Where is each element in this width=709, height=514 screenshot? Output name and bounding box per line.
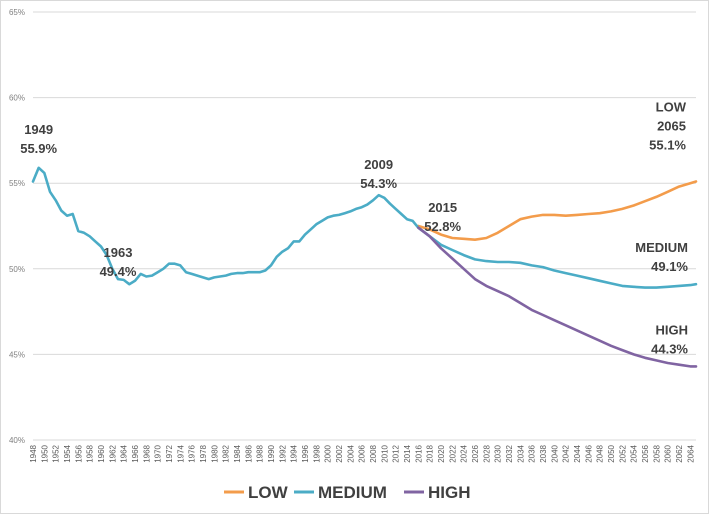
x-tick-label: 2036 [528, 444, 537, 462]
x-tick-label: 2054 [630, 444, 639, 462]
x-tick-label: 1966 [131, 444, 140, 462]
x-tick-label: 2006 [358, 444, 367, 462]
x-tick-label: 2060 [664, 444, 673, 462]
x-tick-label: 1994 [290, 444, 299, 462]
annotation-label: MEDIUM [635, 240, 688, 255]
x-tick-label: 1998 [312, 444, 321, 462]
x-tick-label: 2044 [573, 444, 582, 462]
y-tick-label: 45% [9, 350, 25, 359]
x-tick-label: 1996 [301, 444, 310, 462]
x-tick-label: 1980 [210, 444, 219, 462]
x-tick-label: 2030 [494, 444, 503, 462]
x-tick-label: 2042 [562, 444, 571, 462]
annotation-label: LOW [656, 99, 687, 114]
annotation-label: 2009 [364, 157, 393, 172]
x-tick-label: 1972 [165, 444, 174, 462]
x-tick-label: 2010 [380, 444, 389, 462]
x-tick-label: 2032 [505, 444, 514, 462]
annotation-label: 49.4% [100, 264, 137, 279]
x-tick-label: 1964 [120, 444, 129, 462]
x-tick-label: 1958 [86, 444, 95, 462]
x-tick-label: 2050 [607, 444, 616, 462]
x-tick-label: 1956 [74, 444, 83, 462]
series-line-high [416, 226, 698, 368]
legend-item-medium: MEDIUM [318, 483, 387, 502]
x-tick-label: 2014 [403, 444, 412, 462]
x-tick-label: 1984 [233, 444, 242, 462]
y-tick-label: 55% [9, 179, 25, 188]
x-tick-label: 2058 [652, 444, 661, 462]
annotation-label: 52.8% [424, 219, 461, 234]
x-tick-label: 1976 [188, 444, 197, 462]
annotation-label: 54.3% [360, 176, 397, 191]
y-tick-label: 50% [9, 265, 25, 274]
x-tick-label: 2012 [392, 444, 401, 462]
series-line-medium [31, 166, 698, 289]
x-tick-label: 1988 [256, 444, 265, 462]
series-lines [31, 166, 698, 368]
x-tick-label: 1986 [244, 444, 253, 462]
x-tick-label: 1968 [142, 444, 151, 462]
y-tick-label: 60% [9, 94, 25, 103]
y-axis-ticks: 65% 60% 55% 50% 45% 40% [9, 8, 25, 445]
x-tick-label: 2002 [335, 444, 344, 462]
annotation-label: 44.3% [651, 341, 688, 356]
legend-item-high: HIGH [428, 483, 471, 502]
legend: LOW MEDIUM HIGH [224, 483, 471, 502]
x-tick-label: 2056 [641, 444, 650, 462]
x-tick-label: 1974 [176, 444, 185, 462]
x-tick-label: 1952 [52, 444, 61, 462]
x-tick-label: 1978 [199, 444, 208, 462]
x-tick-label: 2028 [482, 444, 491, 462]
legend-item-low: LOW [248, 483, 289, 502]
x-tick-label: 1992 [278, 444, 287, 462]
annotation-label: 2015 [428, 200, 457, 215]
x-tick-label: 2022 [448, 444, 457, 462]
x-tick-label: 2020 [437, 444, 446, 462]
annotation-label: 55.9% [20, 141, 57, 156]
x-tick-label: 2064 [686, 444, 695, 462]
x-tick-label: 2052 [618, 444, 627, 462]
x-tick-label: 2004 [346, 444, 355, 462]
x-tick-label: 2018 [426, 444, 435, 462]
x-tick-label: 1948 [29, 444, 38, 462]
x-tick-label: 2026 [471, 444, 480, 462]
x-tick-label: 1962 [108, 444, 117, 462]
x-axis-ticks: 1948 1950 1952 1954 1956 1958 1960 1962 1964 1966… [29, 444, 695, 462]
x-tick-label: 2048 [596, 444, 605, 462]
x-tick-label: 2000 [324, 444, 333, 462]
x-tick-label: 2046 [584, 444, 593, 462]
x-tick-label: 2062 [675, 444, 684, 462]
gridlines [33, 11, 696, 441]
x-tick-label: 1990 [267, 444, 276, 462]
annotation-label: 2065 [657, 118, 686, 133]
x-tick-label: 1960 [97, 444, 106, 462]
x-tick-label: 1982 [222, 444, 231, 462]
x-tick-label: 2034 [516, 444, 525, 462]
x-tick-label: 2040 [550, 444, 559, 462]
y-tick-label: 65% [9, 8, 25, 17]
annotation-label: 1963 [104, 245, 133, 260]
x-tick-label: 1950 [40, 444, 49, 462]
x-tick-label: 1954 [63, 444, 72, 462]
series-line-low [416, 180, 698, 241]
annotation-label: HIGH [656, 322, 689, 337]
x-tick-label: 2016 [414, 444, 423, 462]
x-tick-label: 1970 [154, 444, 163, 462]
x-tick-label: 2008 [369, 444, 378, 462]
y-tick-label: 40% [9, 436, 25, 445]
x-tick-label: 2038 [539, 444, 548, 462]
annotation-label: 49.1% [651, 259, 688, 274]
data-annotations: 1949 55.9% 1963 49.4% 2009 54.3% 2015 52.8% LOW 2… [20, 99, 688, 356]
annotation-label: 1949 [24, 122, 53, 137]
annotation-label: 55.1% [649, 137, 686, 152]
x-tick-label: 2024 [460, 444, 469, 462]
